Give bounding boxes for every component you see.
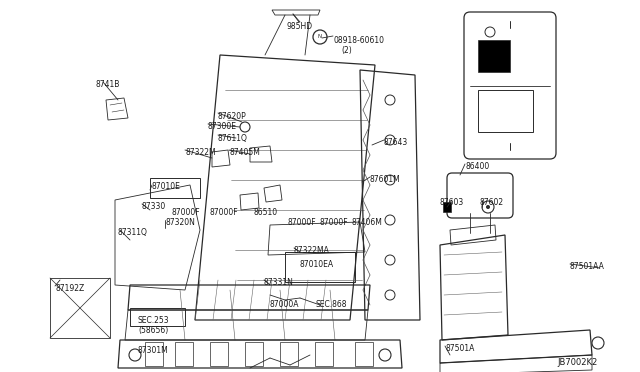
Bar — [150, 178, 200, 198]
Text: 87602: 87602 — [480, 198, 504, 207]
Text: 87010EA: 87010EA — [299, 260, 333, 269]
Text: 87603: 87603 — [440, 198, 464, 207]
Bar — [130, 308, 185, 326]
Bar — [478, 90, 533, 132]
Text: 87501AA: 87501AA — [570, 262, 605, 271]
Text: 87000F: 87000F — [288, 218, 317, 227]
Text: (58656): (58656) — [138, 326, 168, 335]
Bar — [285, 252, 355, 282]
Text: 87330: 87330 — [142, 202, 166, 211]
Text: 87010E: 87010E — [152, 182, 181, 191]
Text: 87000F: 87000F — [210, 208, 239, 217]
Text: 87620P: 87620P — [218, 112, 247, 121]
Text: 86400: 86400 — [465, 162, 489, 171]
Text: 86510: 86510 — [254, 208, 278, 217]
Text: 87320N: 87320N — [165, 218, 195, 227]
Text: JB7002K2: JB7002K2 — [557, 358, 598, 367]
Text: 87000F: 87000F — [320, 218, 349, 227]
Circle shape — [486, 205, 490, 209]
Text: 87192Z: 87192Z — [55, 284, 84, 293]
Text: 87643: 87643 — [384, 138, 408, 147]
Text: SEC.868: SEC.868 — [315, 300, 346, 309]
Text: 87311Q: 87311Q — [118, 228, 148, 237]
Text: 87601M: 87601M — [370, 175, 401, 184]
Text: 87406M: 87406M — [352, 218, 383, 227]
Text: 87322MA: 87322MA — [294, 246, 330, 255]
Text: (2): (2) — [341, 46, 352, 55]
Bar — [478, 40, 510, 72]
Text: 87501A: 87501A — [445, 344, 474, 353]
Text: 87000F: 87000F — [172, 208, 200, 217]
Text: 985HD: 985HD — [287, 22, 313, 31]
Bar — [443, 202, 451, 212]
Text: N: N — [318, 35, 322, 39]
Text: 87301M: 87301M — [138, 346, 169, 355]
Text: 87611Q: 87611Q — [218, 134, 248, 143]
Text: 87300E: 87300E — [208, 122, 237, 131]
Text: 8741B: 8741B — [96, 80, 120, 89]
Text: 87000A: 87000A — [269, 300, 298, 309]
Text: 87331N: 87331N — [264, 278, 294, 287]
Text: SEC.253: SEC.253 — [138, 316, 170, 325]
Text: 08918-60610: 08918-60610 — [333, 36, 384, 45]
Text: 87405M: 87405M — [229, 148, 260, 157]
Text: 87322M: 87322M — [185, 148, 216, 157]
